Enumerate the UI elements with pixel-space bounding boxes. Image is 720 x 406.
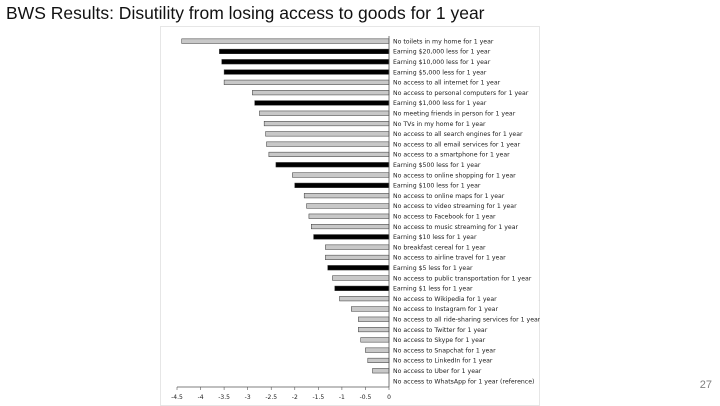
x-tick-label-8: -0.5 [360, 394, 372, 401]
bar-29 [360, 337, 390, 343]
category-label-24: Earning $1 less for 1 year [393, 286, 473, 293]
category-label-15: No access to online maps for 1 year [393, 193, 505, 200]
category-label-7: No meeting friends in person for 1 year [393, 110, 516, 117]
bar-4 [223, 79, 390, 85]
bar-1 [219, 48, 390, 54]
category-label-3: Earning $5,000 less for 1 year [393, 69, 487, 76]
x-tick-label-2: -3.5 [218, 394, 230, 401]
x-tick-label-4: -2.5 [265, 394, 277, 401]
bar-24 [334, 285, 390, 291]
category-label-22: Earning $5 less for 1 year [393, 265, 473, 272]
category-label-31: No access to LinkedIn for 1 year [393, 358, 493, 365]
bar-14 [294, 182, 390, 188]
category-label-32: No access to Uber for 1 year [393, 368, 482, 375]
category-labels: No toilets in my home for 1 year Earning … [393, 38, 540, 385]
slide-title: BWS Results: Disutility from losing acce… [6, 3, 485, 23]
category-label-8: No TVs in my home for 1 year [393, 121, 486, 128]
category-label-26: No access to Instagram for 1 year [393, 306, 498, 313]
bar-8 [263, 121, 390, 127]
category-label-12: Earning $500 less for 1 year [393, 162, 481, 169]
bar-0 [181, 38, 390, 44]
category-label-11: No access to a smartphone for 1 year [393, 152, 510, 159]
category-label-19: Earning $10 less for 1 year [393, 234, 477, 241]
category-label-18: No access to music streaming for 1 year [393, 224, 518, 231]
category-label-10: No access to all email services for 1 ye… [393, 141, 521, 148]
category-label-14: Earning $100 less for 1 year [393, 183, 481, 190]
category-label-29: No access to Skype for 1 year [393, 337, 486, 344]
category-label-2: Earning $10,000 less for 1 year [393, 59, 491, 66]
category-label-0: No toilets in my home for 1 year [393, 38, 494, 45]
bar-2 [221, 59, 390, 65]
bar-27 [358, 316, 390, 322]
bar-28 [358, 327, 390, 333]
category-label-30: No access to Snapchat for 1 year [393, 347, 496, 354]
category-label-21: No access to airline travel for 1 year [393, 255, 506, 262]
x-axis-ticks: -4.5 -4 -3.5 -3 -2.5 -2 -1.5 -1 -0.5 0 [171, 387, 391, 401]
bar-20 [325, 244, 390, 250]
bar-3 [223, 69, 390, 75]
category-label-5: No access to personal computers for 1 ye… [393, 90, 529, 97]
category-label-9: No access to all search engines for 1 ye… [393, 131, 523, 138]
bars-layer [181, 38, 390, 374]
x-tick-label-3: -3 [245, 394, 251, 401]
bws-bar-chart: No toilets in my home for 1 year Earning … [160, 26, 540, 406]
bar-5 [252, 90, 390, 96]
bar-32 [372, 368, 390, 374]
category-label-17: No access to Facebook for 1 year [393, 213, 496, 220]
category-label-6: Earning $1,000 less for 1 year [393, 100, 487, 107]
x-tick-label-1: -4 [198, 394, 204, 401]
bar-25 [339, 296, 390, 302]
category-label-4: No access to all internet for 1 year [393, 80, 501, 87]
bar-12 [275, 162, 390, 168]
bar-17 [308, 213, 390, 219]
bar-23 [332, 275, 390, 281]
bar-15 [303, 193, 390, 199]
bar-7 [259, 110, 390, 116]
bar-11 [268, 151, 390, 158]
bar-22 [327, 265, 390, 271]
bar-18 [311, 224, 390, 230]
category-label-13: No access to online shopping for 1 year [393, 172, 516, 179]
category-label-33: No access to WhatsApp for 1 year (refere… [393, 378, 534, 385]
category-label-20: No breakfast cereal for 1 year [393, 244, 486, 251]
bar-31 [367, 357, 390, 363]
category-label-27: No access to all ride-sharing services f… [393, 316, 540, 323]
page-number: 27 [699, 379, 712, 391]
x-tick-label-6: -1.5 [312, 394, 324, 401]
category-label-1: Earning $20,000 less for 1 year [393, 49, 491, 56]
bar-13 [292, 172, 390, 178]
category-label-25: No access to Wikipedia for 1 year [393, 296, 497, 303]
bar-26 [351, 306, 390, 312]
bar-6 [254, 100, 390, 106]
bar-9 [265, 131, 390, 137]
bar-19 [313, 234, 390, 240]
bar-10 [266, 141, 390, 147]
bar-30 [365, 347, 390, 353]
x-tick-label-0: -4.5 [171, 394, 183, 401]
bar-21 [325, 254, 390, 260]
category-label-28: No access to Twitter for 1 year [393, 327, 488, 334]
category-label-23: No access to public transportation for 1… [393, 275, 532, 282]
x-tick-label-7: -1 [339, 394, 345, 401]
bar-16 [306, 203, 390, 209]
x-tick-label-5: -2 [292, 394, 298, 401]
category-label-16: No access to video streaming for 1 year [393, 203, 517, 210]
x-tick-label-9: 0 [387, 394, 391, 401]
